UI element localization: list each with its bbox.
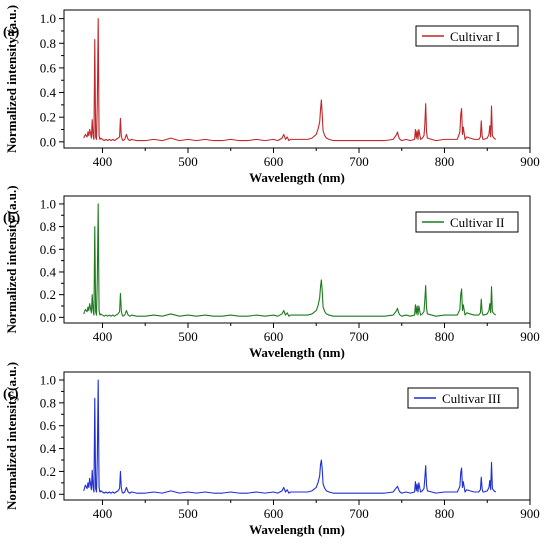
x-tick-label: 800 (435, 329, 455, 344)
legend-label: Cultivar I (450, 29, 500, 44)
y-tick-label: 1.0 (40, 373, 56, 388)
plot-frame-1 (63, 9, 531, 149)
y-tick-label: 0.4 (40, 441, 57, 456)
panel-label: (c) (3, 387, 19, 402)
x-tick-label: 500 (178, 506, 198, 521)
x-tick-label: 400 (93, 506, 113, 521)
x-axis-title: Wavelength (nm) (249, 522, 345, 537)
spectrum-line-3 (83, 379, 497, 494)
y-tick-label: 1.0 (40, 196, 56, 211)
y-tick-label: 0.4 (40, 264, 57, 279)
x-tick-label: 900 (520, 154, 540, 169)
x-tick-label: 500 (178, 154, 198, 169)
x-tick-label: 600 (264, 154, 284, 169)
x-tick-label: 400 (93, 154, 113, 169)
y-tick-label: 0.0 (40, 310, 56, 325)
x-tick-label: 600 (264, 329, 284, 344)
x-axis-title: Wavelength (nm) (249, 345, 345, 360)
y-axis-title: Normalized intensity (a.u.) (4, 5, 19, 153)
y-tick-label: 0.8 (40, 219, 56, 234)
y-tick-label: 0.6 (40, 60, 57, 75)
y-tick-label: 1.0 (40, 11, 56, 26)
x-tick-label: 500 (178, 329, 198, 344)
y-tick-label: 0.2 (40, 287, 56, 302)
legend-box (407, 387, 519, 409)
panel-label: (b) (3, 211, 20, 226)
y-tick-label: 0.0 (40, 487, 56, 502)
x-tick-label: 900 (520, 506, 540, 521)
legend-box (415, 211, 519, 233)
plot-frame-3 (63, 371, 531, 501)
spectrum-line-1 (83, 18, 497, 142)
y-tick-label: 0.8 (40, 395, 56, 410)
y-tick-label: 0.8 (40, 36, 56, 51)
x-tick-label: 800 (435, 506, 455, 521)
spectrum-line-2 (83, 203, 497, 317)
x-axis-title: Wavelength (nm) (249, 170, 345, 185)
x-tick-label: 700 (349, 154, 369, 169)
panel-label: (a) (3, 25, 20, 40)
x-tick-label: 600 (264, 506, 284, 521)
y-axis-title: Normalized intensity (a.u.) (4, 185, 19, 333)
y-tick-label: 0.2 (40, 110, 56, 125)
y-tick-label: 0.0 (40, 134, 56, 149)
plot-frame-2 (63, 195, 531, 324)
y-tick-label: 0.2 (40, 464, 56, 479)
x-tick-label: 400 (93, 329, 113, 344)
x-tick-label: 800 (435, 154, 455, 169)
legend-box (415, 25, 519, 47)
legend-label: Cultivar III (442, 391, 501, 406)
legend-label: Cultivar II (450, 215, 505, 230)
y-tick-label: 0.4 (40, 85, 57, 100)
y-tick-label: 0.6 (40, 242, 57, 257)
y-tick-label: 0.6 (40, 418, 57, 433)
x-tick-label: 900 (520, 329, 540, 344)
x-tick-label: 700 (349, 506, 369, 521)
y-axis-title: Normalized intensity (a.u.) (4, 362, 19, 510)
x-tick-label: 700 (349, 329, 369, 344)
